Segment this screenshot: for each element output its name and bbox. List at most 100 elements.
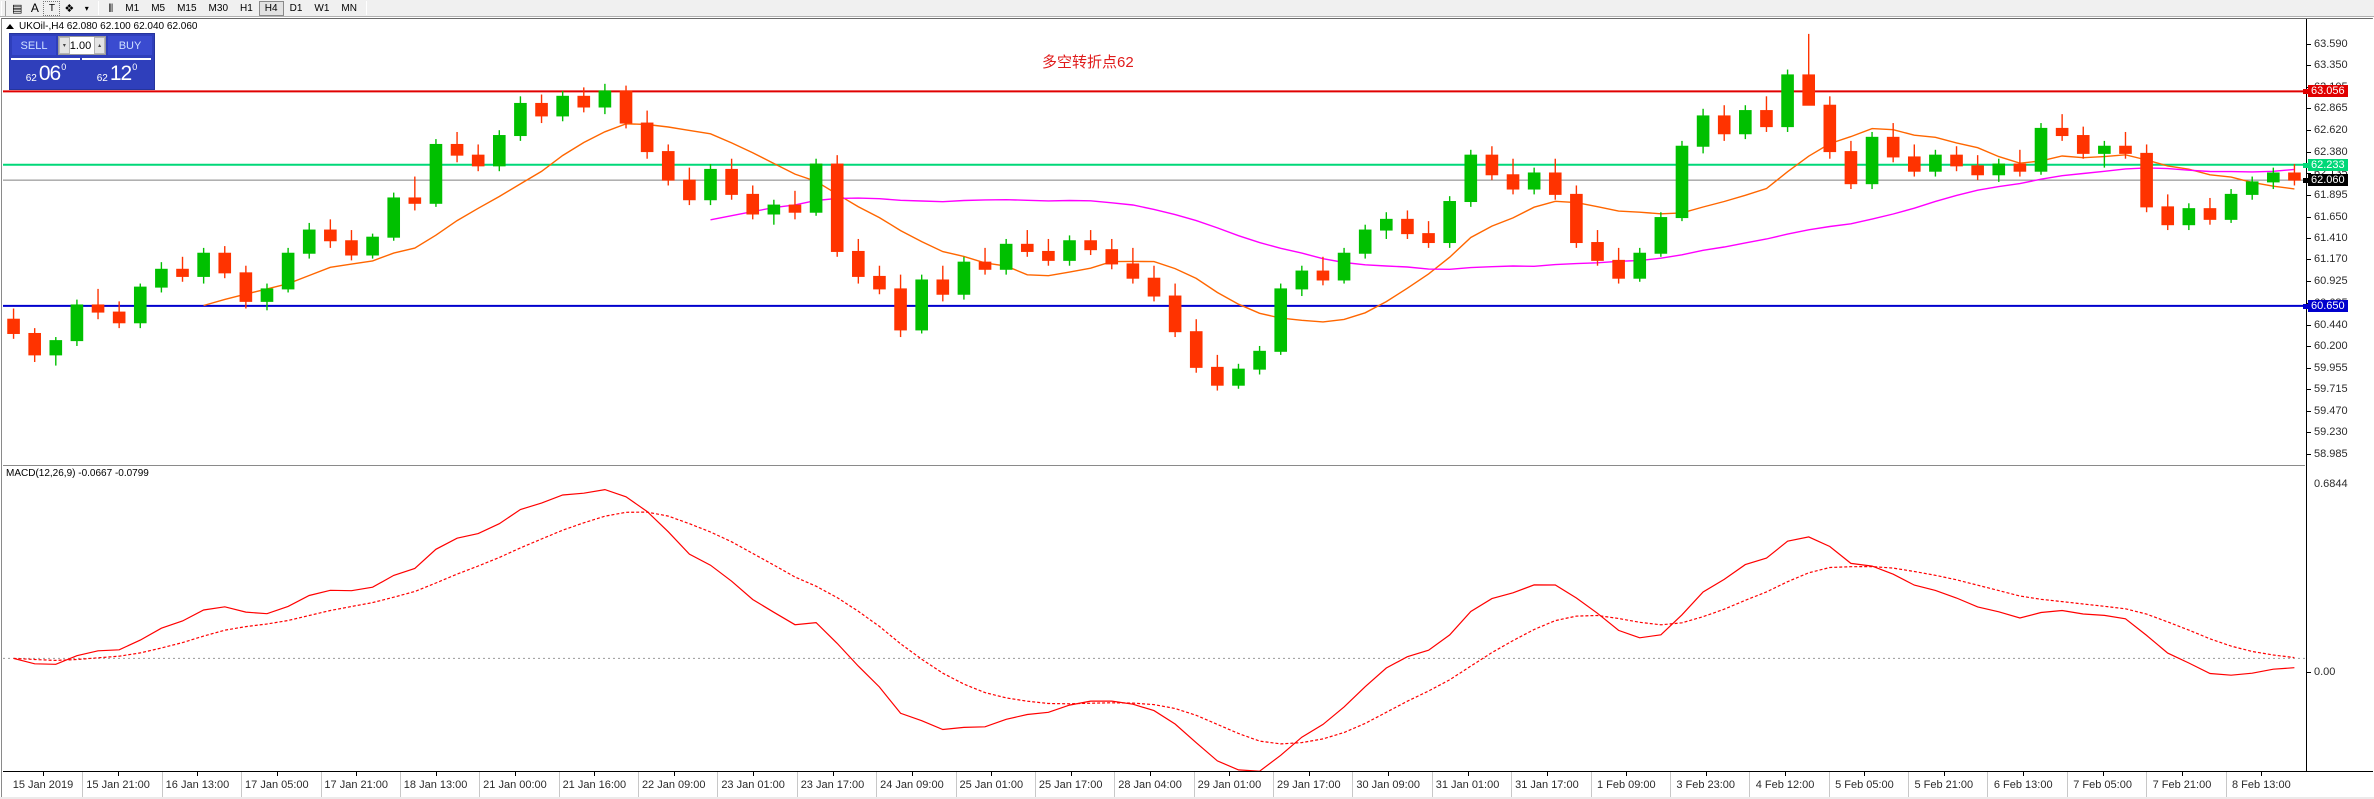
time-axis-label: 24 Jan 09:00 (880, 779, 944, 791)
time-axis-label: 4 Feb 12:00 (1755, 779, 1815, 791)
chart-window[interactable]: UKOil-,H4 62.080 62.100 62.040 62.060 多空… (1, 18, 2373, 799)
symbol-header: UKOil-,H4 62.080 62.100 62.040 62.060 (6, 20, 197, 32)
time-axis-separator (876, 772, 878, 799)
time-axis-tick (594, 772, 596, 776)
time-axis-tick (2023, 772, 2025, 776)
time-axis-separator (1193, 772, 1195, 799)
volume-input[interactable]: ▾ 1.00 ▴ (58, 36, 106, 55)
buy-price-sup: 0 (132, 62, 138, 72)
price-axis-label: 59.955 (2314, 361, 2348, 374)
time-axis-separator (955, 772, 957, 799)
time-axis-separator (558, 772, 560, 799)
one-click-trading-panel[interactable]: SELL ▾ 1.00 ▴ BUY 62 06 0 62 12 0 (9, 33, 155, 90)
time-axis-separator (1669, 772, 1671, 799)
time-axis-separator (241, 772, 243, 799)
time-axis-separator (1273, 772, 1275, 799)
timeframe-m5[interactable]: M5 (151, 2, 166, 14)
time-axis-separator (1352, 772, 1354, 799)
new-chart-icon[interactable]: ▤ (12, 1, 23, 15)
time-axis-tick (1705, 772, 1707, 776)
price-axis-label: 59.230 (2314, 426, 2348, 439)
price-axis-tick (2307, 216, 2311, 218)
time-axis-separator (1828, 772, 1830, 799)
symbol-ohlc-text: UKOil-,H4 62.080 62.100 62.040 62.060 (19, 20, 198, 32)
time-axis-tick (673, 772, 675, 776)
chevron-down-icon[interactable]: ▾ (84, 3, 89, 13)
timeframe-h1[interactable]: H1 (240, 2, 253, 14)
price-axis-label: 61.410 (2314, 232, 2348, 245)
time-axis-label: 6 Feb 13:00 (1993, 779, 2053, 791)
horizontal-scrollbar[interactable] (0, 797, 2374, 799)
time-axis-label: 25 Jan 17:00 (1038, 779, 1103, 791)
price-axis-label: 60.200 (2314, 339, 2348, 352)
price-axis-label: 60.440 (2314, 318, 2348, 331)
sell-price-display[interactable]: 62 06 0 (11, 58, 80, 88)
buy-price-mid: 12 (109, 62, 132, 85)
price-axis-tick (2307, 194, 2311, 196)
time-axis[interactable]: 15 Jan 2019 15 Jan 21:00 16 Jan 13:00 17 Ja… (3, 771, 2373, 799)
timeframe-w1[interactable]: W1 (314, 2, 330, 14)
price-axis-label: 60.925 (2314, 275, 2348, 288)
time-axis-label: 21 Jan 00:00 (483, 779, 547, 791)
time-axis-separator (399, 772, 401, 799)
resistance-level-tag[interactable]: 63.056 (2308, 85, 2348, 98)
timeframe-d1[interactable]: D1 (289, 2, 303, 14)
timeframe-mn[interactable]: MN (341, 2, 357, 14)
volume-decrease-button[interactable]: ▾ (59, 37, 70, 54)
price-axis[interactable]: 63.59063.35063.10562.86562.62062.38062.1… (2303, 19, 2373, 785)
time-axis-tick (1546, 772, 1548, 776)
level-marker (2303, 178, 2308, 184)
buy-price-display[interactable]: 62 12 0 (82, 58, 151, 88)
time-axis-label: 28 Jan 04:00 (1118, 779, 1182, 791)
price-axis-tick (2307, 324, 2311, 326)
time-axis-separator (1034, 772, 1036, 799)
text-label-icon[interactable]: T (43, 0, 61, 16)
price-axis-label: 62.620 (2314, 124, 2348, 137)
toolbar-separator-2 (365, 1, 367, 15)
macd-indicator-label: MACD(12,26,9) -0.0667 -0.0799 (6, 468, 149, 479)
macd-plot-area[interactable] (3, 466, 2305, 771)
time-axis-tick (911, 772, 913, 776)
main-toolbar: ▤ A T ❖ ▾ ⦀ M1 M5 M15 M30 H1 H4 D1 W1 MN (0, 0, 2374, 17)
time-axis-label: 23 Jan 01:00 (721, 779, 785, 791)
scale-icon[interactable]: ⦀ (108, 1, 114, 15)
current-price-tag[interactable]: 62.060 (2308, 174, 2348, 187)
volume-value[interactable]: 1.00 (69, 39, 92, 52)
time-axis-tick (2102, 772, 2104, 776)
level-marker (2303, 303, 2308, 309)
time-axis-tick (2261, 772, 2263, 776)
price-axis-tick (2307, 281, 2311, 283)
price-plot-area[interactable] (3, 33, 2305, 465)
time-axis-separator (161, 772, 163, 799)
price-axis-label: 61.170 (2314, 253, 2348, 266)
time-axis-separator (320, 772, 322, 799)
support-level-tag[interactable]: 62.233 (2308, 158, 2348, 171)
toolbar-grip[interactable] (1, 0, 6, 16)
time-axis-separator (717, 772, 719, 799)
lower-level-tag[interactable]: 60.650 (2308, 299, 2348, 312)
buy-button[interactable]: BUY (108, 36, 152, 55)
sell-button[interactable]: SELL (12, 36, 56, 55)
time-axis-label: 15 Jan 21:00 (86, 779, 150, 791)
time-axis-label: 22 Jan 09:00 (641, 779, 706, 791)
time-axis-label: 21 Jan 16:00 (562, 779, 627, 791)
time-axis-separator (2146, 772, 2148, 799)
time-axis-tick (43, 772, 44, 776)
time-axis-label: 5 Feb 21:00 (1914, 779, 1974, 791)
buy-price-big: 62 (96, 72, 108, 84)
collapse-triangle-icon[interactable] (6, 23, 14, 29)
price-axis-tick (2307, 43, 2311, 45)
time-axis-label: 17 Jan 05:00 (245, 779, 309, 791)
indicators-icon[interactable]: ❖ (64, 1, 75, 15)
sell-price-big: 62 (25, 72, 37, 84)
timeframe-m30[interactable]: M30 (208, 2, 228, 14)
toolbar-separator (98, 1, 100, 15)
volume-increase-button[interactable]: ▴ (94, 37, 105, 54)
timeframe-h4[interactable]: H4 (258, 0, 284, 16)
macd-lines-svg (3, 488, 2305, 771)
timeframe-m1[interactable]: M1 (125, 2, 140, 14)
font-icon[interactable]: A (30, 0, 39, 15)
time-axis-separator (638, 772, 640, 799)
time-axis-separator (479, 772, 481, 799)
timeframe-m15[interactable]: M15 (177, 2, 197, 14)
